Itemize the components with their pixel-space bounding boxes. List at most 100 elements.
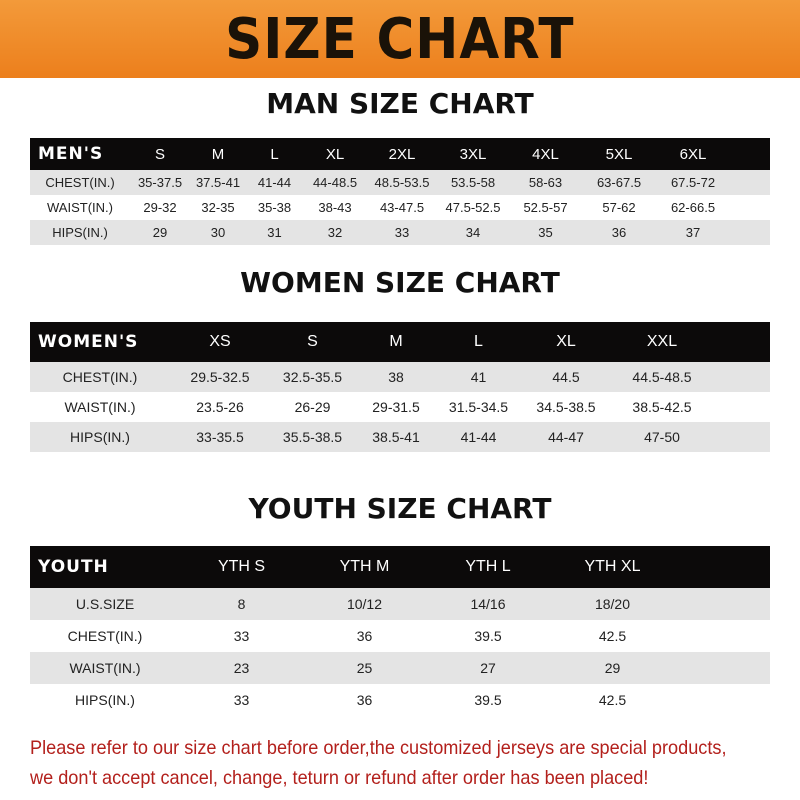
- row-label: HIPS(IN.): [70, 429, 130, 445]
- row-label: CHEST(IN.): [45, 175, 115, 190]
- table-row: HIPS(IN.) 33-35.5 35.5-38.5 38.5-41 41-44 44-…: [30, 422, 770, 452]
- row-label: CHEST(IN.): [67, 628, 143, 644]
- table-cell: 30: [210, 225, 226, 240]
- table-cell: 4XL: [532, 145, 559, 163]
- table-cell: 26-29: [294, 399, 331, 415]
- row-label: YOUTH: [38, 557, 109, 577]
- row-label: U.S.SIZE: [75, 596, 135, 612]
- table-cell: 36: [611, 225, 627, 240]
- table-row: CHEST(IN.) 29.5-32.5 32.5-35.5 38 41 44.5 44.5…: [30, 362, 770, 392]
- table-cell: 29-32: [143, 200, 177, 215]
- table-cell: 44-47: [548, 429, 584, 445]
- table-cell: 36: [356, 628, 373, 644]
- table-cell: 47-50: [644, 429, 680, 445]
- table-cell: 32-35: [201, 200, 235, 215]
- women-section-title: WOMEN SIZE CHART: [240, 266, 560, 299]
- table-cell: 3XL: [459, 145, 487, 163]
- table-row: HIPS(IN.) 33 36 39.5 42.5: [30, 684, 770, 716]
- youth-section-title: YOUTH SIZE CHART: [248, 492, 552, 525]
- table-cell: XL: [556, 333, 576, 350]
- table-cell: 29: [152, 225, 168, 240]
- table-cell: 44-48.5: [312, 175, 358, 190]
- table-cell: 44.5-48.5: [632, 369, 692, 385]
- table-header-row: YOUTH YTH S YTH M YTH L YTH XL: [30, 546, 770, 588]
- table-cell: 38: [388, 369, 404, 385]
- table-cell: 35-37.5: [137, 175, 183, 190]
- row-label: WAIST(IN.): [64, 399, 136, 415]
- table-row: CHEST(IN.) 33 36 39.5 42.5: [30, 620, 770, 652]
- table-cell: 23.5-26: [196, 399, 244, 415]
- table-cell: 8: [237, 596, 246, 612]
- table-cell: 47.5-52.5: [445, 200, 501, 215]
- table-cell: XL: [325, 145, 345, 163]
- order-notice: Please refer to our size chart before or…: [30, 733, 728, 793]
- men-size-table: MEN'S S M L XL 2XL 3XL 4XL 5XL 6XL CHEST(IN.) 35-37…: [30, 138, 770, 245]
- table-row: CHEST(IN.) 35-37.5 37.5-41 41-44 44-48.5 48.5…: [30, 170, 770, 195]
- notice-line-2: we don't accept cancel, change, teturn o…: [30, 767, 649, 789]
- table-cell: XXL: [646, 333, 678, 350]
- table-cell: 67.5-72: [670, 175, 716, 190]
- table-cell: 41-44: [257, 175, 292, 190]
- table-cell: 38.5-41: [372, 429, 420, 445]
- table-row: WAIST(IN.) 23.5-26 26-29 29-31.5 31.5-34.5 34…: [30, 392, 770, 422]
- table-cell: 36: [356, 692, 373, 708]
- table-cell: 10/12: [346, 596, 383, 612]
- table-cell: 29.5-32.5: [190, 369, 250, 385]
- table-header-row: MEN'S S M L XL 2XL 3XL 4XL 5XL 6XL: [30, 138, 770, 170]
- table-header-row: WOMEN'S XS S M L XL XXL: [30, 322, 770, 362]
- table-cell: 5XL: [605, 145, 633, 163]
- table-cell: 42.5: [598, 628, 627, 644]
- table-cell: YTH S: [217, 558, 266, 575]
- table-cell: 43-47.5: [379, 200, 425, 215]
- table-cell: 31: [267, 225, 282, 240]
- table-cell: 39.5: [474, 692, 502, 708]
- table-cell: 62-66.5: [670, 200, 716, 215]
- row-label: CHEST(IN.): [62, 369, 138, 385]
- table-cell: 38-43: [318, 200, 352, 215]
- table-cell: 33: [394, 225, 410, 240]
- table-cell: 37.5-41: [195, 175, 241, 190]
- table-row: U.S.SIZE 8 10/12 14/16 18/20: [30, 588, 770, 620]
- table-cell: 23: [233, 660, 250, 676]
- table-cell: 34: [465, 225, 481, 240]
- table-cell: 33-35.5: [196, 429, 244, 445]
- table-cell: 57-62: [602, 200, 636, 215]
- row-label: HIPS(IN.): [52, 225, 108, 240]
- table-cell: 32: [327, 225, 343, 240]
- table-cell: 42.5: [598, 692, 627, 708]
- table-cell: 2XL: [388, 145, 416, 163]
- notice-line-1: Please refer to our size chart before or…: [30, 737, 727, 759]
- table-cell: L: [270, 145, 279, 163]
- table-row: WAIST(IN.) 23 25 27 29: [30, 652, 770, 684]
- table-cell: 34.5-38.5: [536, 399, 596, 415]
- table-cell: 41: [470, 369, 487, 385]
- size-chart-banner: SIZE CHART: [0, 0, 800, 78]
- row-label: WAIST(IN.): [69, 660, 141, 676]
- table-cell: 29: [604, 660, 621, 676]
- table-cell: 37: [685, 225, 701, 240]
- table-cell: 33: [233, 692, 250, 708]
- table-cell: YTH M: [339, 558, 390, 575]
- banner-title: SIZE CHART: [225, 6, 575, 72]
- table-row: WAIST(IN.) 29-32 32-35 35-38 38-43 43-47.5 47.…: [30, 195, 770, 220]
- table-cell: 53.5-58: [450, 175, 496, 190]
- table-cell: 63-67.5: [596, 175, 642, 190]
- women-size-table: WOMEN'S XS S M L XL XXL CHEST(IN.) 29.5-32.5 32.5…: [30, 322, 770, 452]
- table-cell: YTH L: [465, 558, 511, 575]
- table-cell: S: [154, 145, 165, 163]
- youth-size-table: YOUTH YTH S YTH M YTH L YTH XL U.S.SIZE 8 10/12…: [30, 546, 770, 716]
- row-label: WOMEN'S: [38, 332, 139, 352]
- table-cell: 18/20: [594, 596, 631, 612]
- row-label: MEN'S: [38, 144, 104, 164]
- table-cell: 39.5: [474, 628, 502, 644]
- row-label: HIPS(IN.): [75, 692, 135, 708]
- table-cell: 27: [480, 660, 496, 676]
- table-cell: YTH XL: [584, 558, 641, 575]
- table-cell: 29-31.5: [372, 399, 420, 415]
- table-cell: 35-38: [257, 200, 292, 215]
- table-cell: 44.5: [552, 369, 580, 385]
- table-cell: 25: [356, 660, 373, 676]
- table-cell: S: [307, 333, 318, 350]
- table-cell: 31.5-34.5: [448, 399, 509, 415]
- table-cell: 38.5-42.5: [632, 399, 692, 415]
